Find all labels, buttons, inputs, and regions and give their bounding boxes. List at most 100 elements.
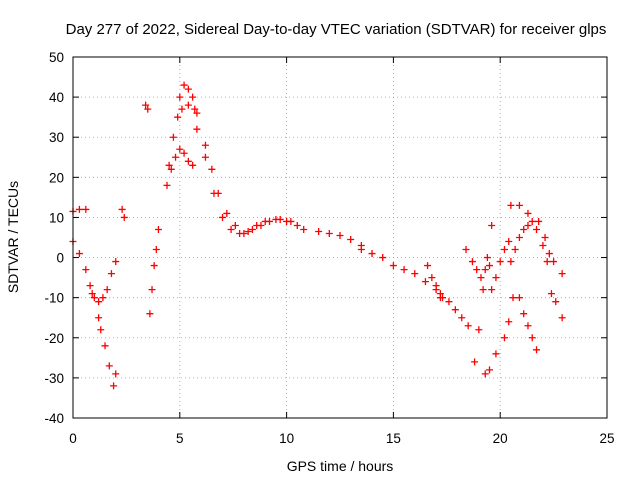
data-point bbox=[201, 153, 209, 161]
series-arc-g bbox=[146, 225, 162, 318]
series-arc-u bbox=[488, 238, 513, 294]
data-point bbox=[231, 221, 239, 229]
data-point bbox=[492, 274, 500, 282]
data-point bbox=[287, 217, 295, 225]
data-point bbox=[248, 225, 256, 233]
series-arc-v bbox=[500, 294, 517, 342]
y-tick-label: -40 bbox=[44, 411, 64, 426]
data-point bbox=[539, 242, 547, 250]
data-point bbox=[509, 294, 517, 302]
data-point bbox=[492, 350, 500, 358]
data-point bbox=[152, 246, 160, 254]
data-point bbox=[112, 258, 120, 266]
data-point bbox=[101, 342, 109, 350]
data-point bbox=[524, 322, 532, 330]
data-point bbox=[524, 209, 532, 217]
series-arc-k bbox=[193, 125, 301, 237]
series-arc-j bbox=[176, 81, 201, 117]
data-point bbox=[163, 181, 171, 189]
data-point bbox=[379, 254, 387, 262]
data-point bbox=[184, 101, 192, 109]
y-tick-label: 50 bbox=[49, 50, 64, 65]
data-point bbox=[82, 205, 90, 213]
x-tick-label: 15 bbox=[386, 431, 401, 446]
data-point bbox=[193, 125, 201, 133]
data-point bbox=[240, 229, 248, 237]
data-point bbox=[86, 282, 94, 290]
data-point bbox=[293, 221, 301, 229]
data-point bbox=[368, 250, 376, 258]
data-point bbox=[189, 161, 197, 169]
data-point bbox=[154, 225, 162, 233]
data-point bbox=[107, 270, 115, 278]
data-point bbox=[558, 270, 566, 278]
data-point bbox=[120, 213, 128, 221]
data-point bbox=[172, 153, 180, 161]
data-point bbox=[103, 286, 111, 294]
data-point bbox=[169, 133, 177, 141]
data-point bbox=[445, 298, 453, 306]
data-point bbox=[528, 217, 536, 225]
data-point bbox=[105, 362, 113, 370]
data-point bbox=[451, 306, 459, 314]
data-point bbox=[488, 221, 496, 229]
data-point bbox=[515, 201, 523, 209]
series-arc-c bbox=[86, 258, 120, 306]
data-point bbox=[424, 262, 432, 270]
data-point bbox=[488, 286, 496, 294]
data-point bbox=[201, 141, 209, 149]
data-point bbox=[110, 382, 118, 390]
series-arc-f bbox=[142, 101, 152, 113]
data-point bbox=[481, 266, 489, 274]
series-arc-ab bbox=[550, 258, 566, 278]
data-point bbox=[400, 266, 408, 274]
axis-ticks: -40 -30 -20 -10 0 10 20 30 40 50 0 5 10 15 20 25 bbox=[44, 50, 614, 446]
data-point bbox=[547, 290, 555, 298]
data-point bbox=[227, 225, 235, 233]
y-tick-label: -20 bbox=[44, 331, 64, 346]
data-point bbox=[528, 334, 536, 342]
x-tick-label: 0 bbox=[69, 431, 77, 446]
data-point bbox=[483, 254, 491, 262]
data-point bbox=[184, 85, 192, 93]
data-point bbox=[500, 246, 508, 254]
data-point bbox=[468, 258, 476, 266]
series-arc-z bbox=[535, 217, 553, 258]
data-point bbox=[176, 145, 184, 153]
data-point bbox=[511, 246, 519, 254]
x-tick-label: 20 bbox=[493, 431, 508, 446]
data-point bbox=[97, 326, 105, 334]
data-point bbox=[90, 294, 98, 302]
data-point bbox=[545, 250, 553, 258]
series-arc-p bbox=[439, 294, 472, 330]
data-point bbox=[191, 105, 199, 113]
data-point bbox=[533, 225, 541, 233]
x-tick-label: 25 bbox=[599, 431, 614, 446]
y-tick-label: 0 bbox=[56, 251, 64, 266]
series-arc-l bbox=[201, 141, 295, 237]
data-point bbox=[558, 314, 566, 322]
series-arc-aa bbox=[547, 290, 566, 322]
series-arc-e bbox=[118, 205, 128, 221]
y-tick-label: 10 bbox=[49, 210, 64, 225]
series-arc-i bbox=[165, 101, 199, 169]
chart-title: Day 277 of 2022, Sidereal Day-to-day VTE… bbox=[66, 21, 607, 38]
data-point bbox=[150, 262, 158, 270]
data-point bbox=[464, 322, 472, 330]
data-point bbox=[95, 314, 103, 322]
data-point bbox=[276, 215, 284, 223]
data-point bbox=[486, 366, 494, 374]
data-point bbox=[481, 370, 489, 378]
data-point bbox=[189, 93, 197, 101]
data-point bbox=[552, 298, 560, 306]
data-point bbox=[75, 205, 83, 213]
data-point bbox=[421, 278, 429, 286]
data-point bbox=[325, 229, 333, 237]
data-point bbox=[507, 258, 515, 266]
data-point bbox=[300, 225, 308, 233]
data-point bbox=[357, 246, 365, 254]
data-point bbox=[496, 258, 504, 266]
data-point bbox=[88, 290, 96, 298]
data-point bbox=[144, 105, 152, 113]
